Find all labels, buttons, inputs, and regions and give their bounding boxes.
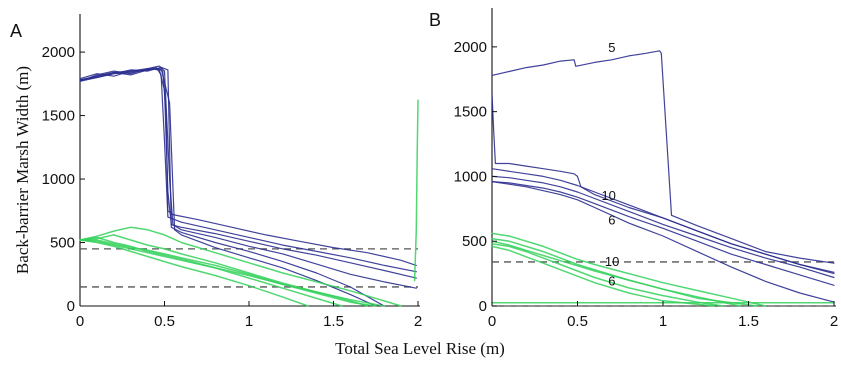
y-tick-label-b-2: 1000 <box>454 168 487 185</box>
y-tick-label-a-0: 0 <box>67 298 75 315</box>
reference-lines-b <box>492 261 834 307</box>
reference-lines-a <box>80 248 418 288</box>
y-tick-label-a-3: 1500 <box>42 108 75 125</box>
annotation-b-2: 6 <box>608 212 615 227</box>
annotations-b: 5 10 6 10 6 <box>601 40 619 288</box>
x-tick-label-a-1: 0.5 <box>154 313 175 330</box>
series-line-b-8 <box>491 243 724 307</box>
series-line-b-7 <box>491 237 741 307</box>
annotation-b-0: 5 <box>608 40 615 55</box>
y-tick-label-a-2: 1000 <box>42 171 75 188</box>
series-line-b-4 <box>491 181 835 286</box>
series-line-a-0 <box>79 67 417 266</box>
series-line-a-1 <box>79 66 417 273</box>
y-axis-title: Back-barrier Marsh Width (m) <box>13 66 32 274</box>
series-lines-b <box>491 50 835 307</box>
annotation-b-4: 6 <box>608 273 615 288</box>
annotation-b-3: 10 <box>605 254 619 269</box>
panel-letter-b: B <box>429 10 441 30</box>
series-line-a-11 <box>79 239 377 307</box>
x-tick-label-a-3: 1.5 <box>323 313 344 330</box>
x-tick-label-a-4: 2 <box>414 313 422 330</box>
series-line-a-8 <box>79 239 385 307</box>
series-line-a-9 <box>79 226 402 307</box>
annotation-b-1: 10 <box>601 188 615 203</box>
x-axis-title: Total Sea Level Rise (m) <box>335 339 505 358</box>
x-ticks-a: 0 0.5 1 1.5 2 <box>76 301 422 330</box>
chart-panel-b: 0 500 1000 1500 2000 0 0.5 1 1.5 2 5 10 6 10 6 <box>454 8 838 330</box>
x-tick-label-b-0: 0 <box>488 313 496 330</box>
series-line-b-3 <box>491 175 835 279</box>
x-ticks-b: 0 0.5 1 1.5 2 <box>488 301 838 330</box>
series-line-b-10 <box>491 245 716 307</box>
y-tick-label-a-4: 2000 <box>42 44 75 61</box>
series-lines-a <box>79 65 419 307</box>
series-line-b-5 <box>491 181 835 303</box>
x-tick-label-b-1: 0.5 <box>567 313 588 330</box>
x-tick-label-b-2: 1 <box>659 313 667 330</box>
series-line-b-0 <box>491 50 835 264</box>
series-line-b-9 <box>491 240 758 307</box>
y-tick-label-b-4: 2000 <box>454 39 487 56</box>
series-line-a-12 <box>413 99 419 282</box>
series-line-b-2 <box>491 168 835 275</box>
y-tick-label-b-3: 1500 <box>454 104 487 121</box>
y-tick-label-b-0: 0 <box>479 298 487 315</box>
y-tick-label-b-1: 500 <box>462 233 487 250</box>
x-tick-label-b-3: 1.5 <box>738 313 759 330</box>
chart-panel-a: 0 500 1000 1500 2000 0 0.5 1 1.5 2 <box>42 14 422 330</box>
y-ticks-a: 0 500 1000 1500 2000 <box>42 44 85 315</box>
x-tick-label-a-2: 1 <box>245 313 253 330</box>
y-tick-label-a-1: 500 <box>50 235 75 252</box>
series-line-a-10 <box>79 239 309 307</box>
panel-letter-a: A <box>10 21 22 41</box>
series-line-a-3 <box>79 65 417 289</box>
x-tick-label-a-0: 0 <box>76 313 84 330</box>
series-line-a-6 <box>79 236 343 307</box>
series-line-a-5 <box>79 67 377 307</box>
y-ticks-b: 0 500 1000 1500 2000 <box>454 39 497 315</box>
series-line-b-6 <box>491 232 767 307</box>
x-tick-label-b-4: 2 <box>830 313 838 330</box>
